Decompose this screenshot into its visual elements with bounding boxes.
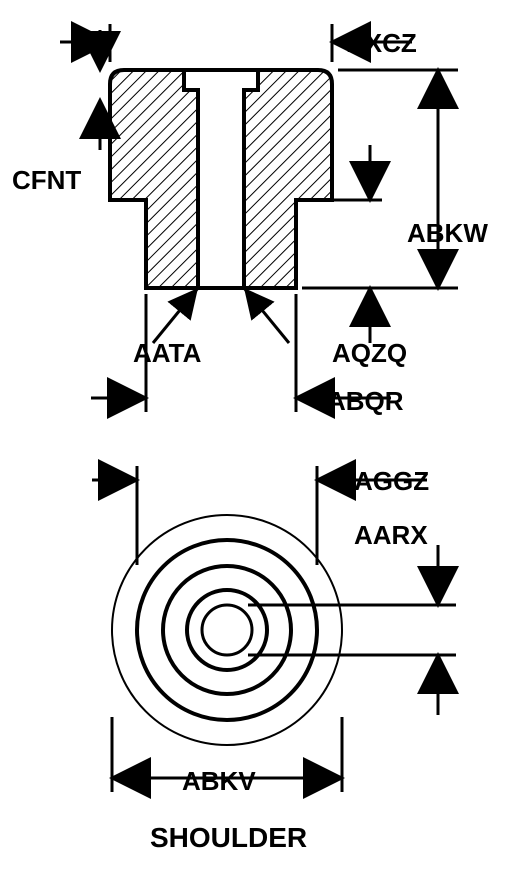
label-aata: AATA [133,338,201,369]
label-aqzq: AQZQ [332,338,407,369]
label-bxcz: BXCZ [346,28,417,59]
label-abqr: ABQR [327,386,404,417]
cross-section-view [110,70,332,288]
label-abkv: ABKV [182,766,256,797]
label-abkw: ABKW [407,218,488,249]
label-aarx: AARX [354,520,428,551]
label-aggz: AGGZ [354,466,429,497]
diagram-title: SHOULDER [150,822,307,854]
label-cfnt: CFNT [12,165,81,196]
plan-view [112,515,342,745]
technical-diagram [0,0,513,876]
